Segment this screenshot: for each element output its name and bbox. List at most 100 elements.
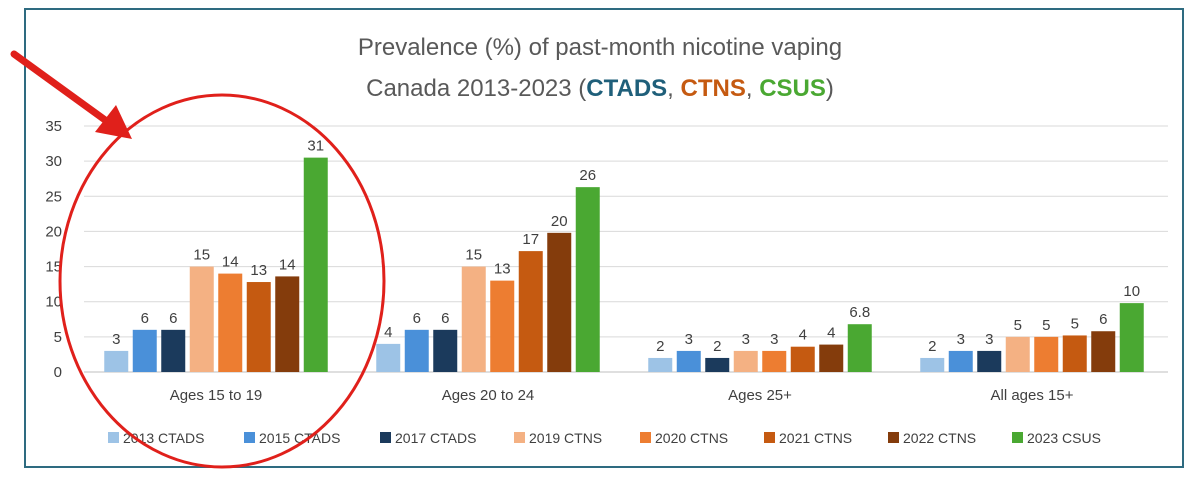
bar (433, 329, 458, 372)
legend-label: 2017 CTADS (395, 430, 476, 446)
bar (1119, 303, 1144, 372)
arrow-pointer-icon (95, 105, 132, 139)
bar (1091, 331, 1116, 372)
y-tick-label: 15 (45, 259, 62, 276)
y-tick-label: 30 (45, 153, 62, 170)
data-label: 14 (222, 254, 239, 271)
legend-swatch (640, 432, 651, 443)
data-label: 4 (384, 324, 392, 341)
title-separator: , (746, 75, 759, 102)
data-label: 2 (713, 338, 721, 355)
legend-swatch (764, 432, 775, 443)
bar (132, 329, 157, 372)
data-label: 3 (957, 331, 965, 348)
data-label: 2 (656, 338, 664, 355)
data-label: 5 (1014, 317, 1022, 334)
bar (575, 187, 600, 372)
title-source-ctads: CTADS (586, 75, 667, 102)
category-label: Ages 25+ (728, 387, 792, 404)
y-tick-label: 25 (45, 188, 62, 205)
legend-swatch (108, 432, 119, 443)
bar (275, 276, 300, 372)
y-tick-label: 5 (54, 329, 62, 346)
bar (948, 350, 973, 372)
legend-label: 2019 CTNS (529, 430, 602, 446)
legend-swatch (888, 432, 899, 443)
data-label: 5 (1042, 317, 1050, 334)
data-label: 13 (494, 261, 511, 278)
data-label: 20 (551, 213, 568, 230)
data-label: 4 (799, 327, 807, 344)
data-label: 6 (141, 310, 149, 327)
y-tick-label: 0 (54, 364, 62, 381)
bar (920, 357, 945, 372)
data-label: 3 (770, 331, 778, 348)
data-label: 5 (1071, 315, 1079, 332)
title-source-ctns: CTNS (681, 75, 746, 102)
chart-title-line1: Prevalence (%) of past-month nicotine va… (358, 34, 842, 61)
highlight-circle-icon (58, 93, 386, 469)
data-label: 6 (441, 310, 449, 327)
data-label: 3 (685, 331, 693, 348)
data-label: 6 (169, 310, 177, 327)
legend-label: 2023 CSUS (1027, 430, 1101, 446)
bar (705, 357, 730, 372)
title-separator: , (667, 75, 680, 102)
data-label: 14 (279, 256, 296, 273)
chart-frame (24, 8, 1184, 468)
bar (790, 346, 815, 372)
category-label: Ages 20 to 24 (442, 387, 535, 404)
data-label: 26 (579, 167, 596, 184)
legend-swatch (514, 432, 525, 443)
bar (376, 343, 401, 372)
data-label: 6 (1099, 311, 1107, 328)
title-prefix: Canada 2013-2023 ( (366, 75, 586, 102)
data-label: 3 (742, 331, 750, 348)
bar (977, 350, 1002, 372)
bar (762, 350, 787, 372)
data-label: 15 (193, 247, 210, 264)
data-label: 4 (827, 325, 835, 342)
y-tick-label: 20 (45, 223, 62, 240)
data-label: 17 (522, 231, 539, 248)
bar (1034, 336, 1059, 372)
bar (733, 350, 758, 372)
data-label: 3 (985, 331, 993, 348)
title-source-csus: CSUS (759, 75, 826, 102)
legend-label: 2022 CTNS (903, 430, 976, 446)
category-label: Ages 15 to 19 (170, 387, 263, 404)
data-label: 15 (465, 247, 482, 264)
bar (461, 266, 486, 372)
bar (847, 324, 872, 372)
bar (518, 251, 543, 372)
data-label: 6 (413, 310, 421, 327)
bar (490, 280, 515, 372)
legend-label: 2015 CTADS (259, 430, 340, 446)
bar (218, 273, 243, 372)
data-label: 3 (112, 331, 120, 348)
category-label: All ages 15+ (991, 387, 1074, 404)
bar (547, 232, 572, 372)
data-label: 13 (250, 262, 267, 279)
data-label: 31 (307, 138, 324, 155)
y-tick-label: 10 (45, 294, 62, 311)
bar (303, 157, 328, 372)
bar (246, 282, 271, 372)
bar (1005, 336, 1030, 372)
bar (189, 266, 214, 372)
bar (104, 350, 129, 372)
data-label: 6.8 (849, 304, 870, 321)
title-suffix: ) (826, 75, 834, 102)
bar (1062, 335, 1087, 372)
legend-swatch (1012, 432, 1023, 443)
bar (161, 329, 186, 372)
y-tick-label: 35 (45, 118, 62, 135)
bar (819, 344, 844, 372)
legend-swatch (380, 432, 391, 443)
legend-label: 2020 CTNS (655, 430, 728, 446)
bar (648, 357, 673, 372)
legend-label: 2021 CTNS (779, 430, 852, 446)
arrow-shaft (10, 50, 116, 129)
data-label: 10 (1123, 283, 1140, 300)
